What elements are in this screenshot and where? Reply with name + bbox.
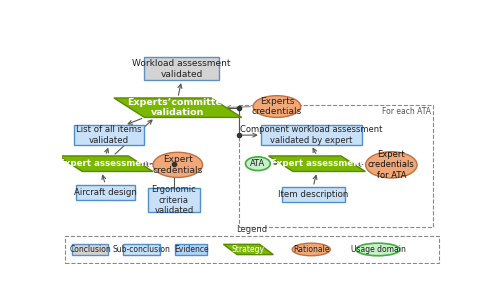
Ellipse shape [253, 96, 301, 117]
Text: ATA: ATA [250, 159, 266, 168]
Text: Expert assessment: Expert assessment [59, 159, 152, 168]
Polygon shape [58, 156, 153, 171]
Text: Rationale: Rationale [293, 245, 330, 254]
Polygon shape [114, 98, 242, 117]
FancyBboxPatch shape [175, 244, 207, 255]
FancyBboxPatch shape [74, 125, 145, 145]
Text: Ergonomic
criteria
validated: Ergonomic criteria validated [152, 185, 196, 215]
Text: For each ATA: For each ATA [382, 107, 431, 116]
Ellipse shape [153, 152, 203, 177]
Text: Component workload assessment
validated by expert: Component workload assessment validated … [240, 125, 382, 145]
Text: Workload assessment
validated: Workload assessment validated [132, 59, 231, 78]
Text: Legend: Legend [237, 225, 268, 234]
Polygon shape [223, 244, 274, 255]
Ellipse shape [366, 152, 417, 178]
Ellipse shape [246, 157, 270, 170]
Text: Usage domain: Usage domain [350, 245, 405, 254]
Text: Experts’committee
validation: Experts’committee validation [127, 98, 228, 117]
Text: Expert
credentials
for ATA: Expert credentials for ATA [368, 150, 415, 180]
FancyBboxPatch shape [145, 57, 219, 80]
FancyBboxPatch shape [282, 187, 344, 202]
Text: Strategy: Strategy [232, 245, 265, 254]
Text: Evidence: Evidence [174, 245, 209, 254]
FancyBboxPatch shape [261, 125, 362, 145]
Text: Item description: Item description [278, 190, 348, 199]
FancyBboxPatch shape [76, 184, 135, 200]
Text: Conclusion: Conclusion [69, 245, 111, 254]
Polygon shape [269, 156, 366, 171]
Text: Aircraft design: Aircraft design [74, 188, 137, 197]
Text: Experts
credentials: Experts credentials [252, 97, 302, 116]
Text: Sub-conclusion: Sub-conclusion [113, 245, 171, 254]
FancyBboxPatch shape [148, 188, 200, 212]
Ellipse shape [356, 243, 400, 256]
Text: List of all items
validated: List of all items validated [76, 125, 142, 145]
FancyBboxPatch shape [72, 244, 108, 255]
Ellipse shape [292, 243, 330, 256]
Text: Expert
credentials: Expert credentials [153, 155, 203, 175]
Text: Expert assessment: Expert assessment [271, 159, 363, 168]
FancyBboxPatch shape [123, 244, 160, 255]
